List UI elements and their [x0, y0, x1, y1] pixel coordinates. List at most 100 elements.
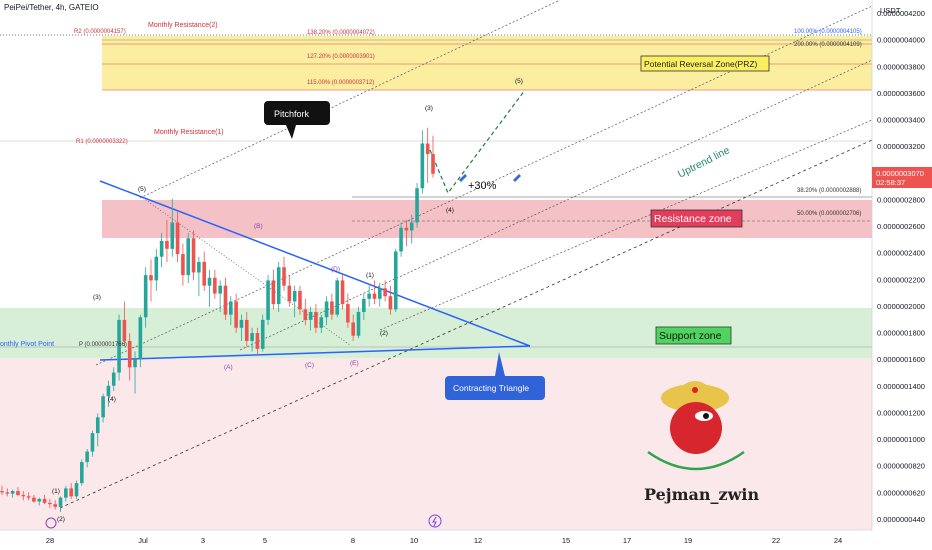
triangle-lower-line: [99, 345, 531, 361]
y-tick-label: 0.0000003800: [877, 62, 925, 71]
candle-body: [122, 319, 127, 341]
lightning-bolt: [432, 516, 437, 527]
pitchfork-label: Pitchfork: [274, 109, 310, 119]
rocket-icon-left: [459, 174, 467, 182]
candle-body: [26, 496, 31, 498]
laurel-shape: [647, 450, 745, 471]
candle-body: [37, 498, 42, 502]
fib-115-label: 115.00% (0.0000003712): [307, 80, 374, 86]
prz-label: Potential Reversal Zone(PRZ): [644, 59, 758, 69]
candle-body: [244, 319, 249, 341]
x-tick-label: 24: [834, 536, 842, 545]
candle-body: [298, 290, 302, 310]
candle-body: [159, 240, 164, 257]
y-tick-label: 0.0000001600: [877, 355, 925, 364]
bottom-pink-area: [0, 358, 872, 530]
y-tick-label: 0.0000001200: [877, 408, 925, 417]
r2-label: R2 (0.0000004157): [74, 29, 126, 35]
author-name: Pejman_zwin: [644, 485, 759, 504]
candle-body: [276, 267, 281, 305]
wave-4-label: (4): [446, 207, 454, 214]
pitchfork-callout: [264, 101, 330, 139]
fib-100-label: 100.00% (0.0000004105): [794, 29, 862, 35]
candle-body: [266, 280, 270, 320]
fib-127-label: 127.20% (0.0000003901): [307, 54, 375, 60]
candle-body: [10, 491, 15, 494]
wave-a-label: (A): [224, 364, 233, 371]
candle-body: [80, 462, 84, 484]
triangle-upper-line: [99, 180, 531, 347]
support-label-box: [655, 326, 732, 345]
hat-star: [692, 387, 698, 393]
wave-b-label: (B): [254, 223, 263, 230]
face-shape: [670, 402, 722, 454]
y-tick-label: 0.0000003200: [877, 142, 925, 151]
candle-body: [383, 288, 387, 297]
pitchfork-lower: [379, 119, 873, 331]
candle-body: [48, 502, 52, 505]
candle-body: [409, 222, 414, 231]
candle-body: [340, 280, 345, 305]
x-tick-label: 8: [351, 536, 355, 545]
x-tick-label: 15: [562, 536, 570, 545]
candle-body: [223, 285, 228, 315]
projection-path: [429, 89, 526, 195]
candle-body: [362, 298, 366, 312]
wave-3-top-label: (3): [425, 105, 433, 112]
candle-body: [314, 311, 318, 328]
y-tick-label: 0.0000001400: [877, 382, 925, 391]
wave-1-left-label: (1): [52, 488, 60, 495]
uptrend-line: [59, 139, 873, 509]
candle-body: [90, 433, 95, 452]
fib-50-label: 50.00% (0.0000002706): [797, 211, 861, 217]
candle-body: [234, 301, 238, 328]
y-tick-label: 0.0000004000: [877, 36, 925, 45]
candle-body: [431, 154, 435, 174]
price-tag-countdown: 02:58:37: [876, 178, 905, 187]
x-tick-label: 12: [474, 536, 482, 545]
price-tag: [872, 167, 932, 188]
candle-body: [64, 488, 68, 498]
x-tick-label: 5: [263, 536, 267, 545]
symbol-label: PeiPei/Tether, 4h, GATEIO: [4, 3, 99, 12]
eye-pupil: [703, 413, 709, 419]
candle-body: [85, 451, 89, 463]
currency-icon[interactable]: [45, 517, 57, 529]
wave-3-left-label: (3): [93, 294, 101, 301]
candle-body: [133, 359, 137, 368]
candle-body: [282, 267, 286, 286]
x-tick-label: 22: [772, 536, 780, 545]
x-tick-label: 19: [684, 536, 692, 545]
candle-body: [0, 491, 4, 493]
candle-body: [143, 275, 148, 318]
prz-label-box: [640, 55, 770, 72]
candle-body: [356, 311, 361, 336]
x-tick-label: 28: [46, 536, 54, 545]
currency-label: USDT: [880, 6, 901, 15]
lightning-icon[interactable]: [428, 514, 442, 528]
fib-138-label: 138.20% (0.0000004072): [307, 30, 375, 36]
candle-body: [319, 317, 324, 328]
candle-body: [154, 256, 159, 281]
resistance-label: Resistance zone: [654, 213, 732, 225]
y-tick-label: 0.0000000820: [877, 462, 925, 471]
pitchfork-top: [139, 0, 561, 199]
triangle-callout: [445, 352, 545, 400]
candle-body: [260, 319, 265, 349]
y-tick-label: 0.0000002200: [877, 275, 925, 284]
price-tag-value: 0.0000003070: [876, 169, 924, 178]
candle-body: [5, 492, 10, 494]
candle-body: [377, 288, 382, 299]
monthly-pivot-label: onthly Pivot Point: [0, 341, 54, 348]
candle-body: [255, 333, 260, 349]
time-axis: [0, 530, 932, 550]
x-ticks: 28 Jul 3 5 8 10 12 15 17 19 22 24: [46, 536, 842, 545]
candle-body: [404, 227, 409, 231]
fib-200-label: 200.00% (0.0000004109): [794, 42, 862, 48]
x-tick-label: 3: [201, 536, 205, 545]
pivot-value-label: P (0.0000001766): [79, 342, 127, 348]
candle-body: [250, 333, 254, 341]
x-tick-label: 17: [623, 536, 631, 545]
candle-body: [239, 319, 244, 328]
